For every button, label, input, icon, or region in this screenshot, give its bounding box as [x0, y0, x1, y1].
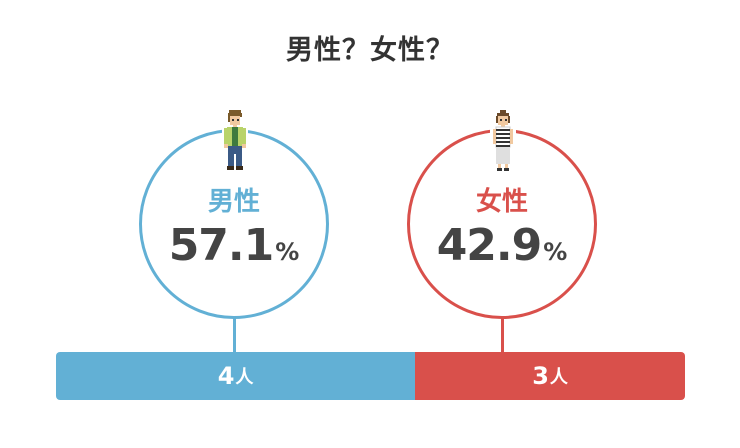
female-label: 女性: [475, 187, 528, 217]
male-percentage-unit: %: [275, 238, 300, 266]
male-count-value: 4: [217, 362, 235, 390]
male-percentage-value: 57.1: [168, 220, 275, 271]
male-connector: [233, 316, 236, 356]
male-person-icon: [222, 110, 248, 176]
female-percentage-value: 42.9: [436, 220, 543, 271]
female-percentage: 42.9%: [407, 220, 597, 271]
female-percentage-unit: %: [543, 238, 568, 266]
female-connector: [501, 316, 504, 356]
male-count-unit: 人: [235, 367, 254, 388]
male-label: 男性: [207, 187, 260, 217]
male-percentage: 57.1%: [139, 220, 329, 271]
female-count-unit: 人: [549, 367, 568, 388]
female-count-value: 3: [532, 362, 549, 390]
female-person-icon: [490, 110, 516, 176]
chart-title: 男性？女性？: [286, 35, 454, 66]
